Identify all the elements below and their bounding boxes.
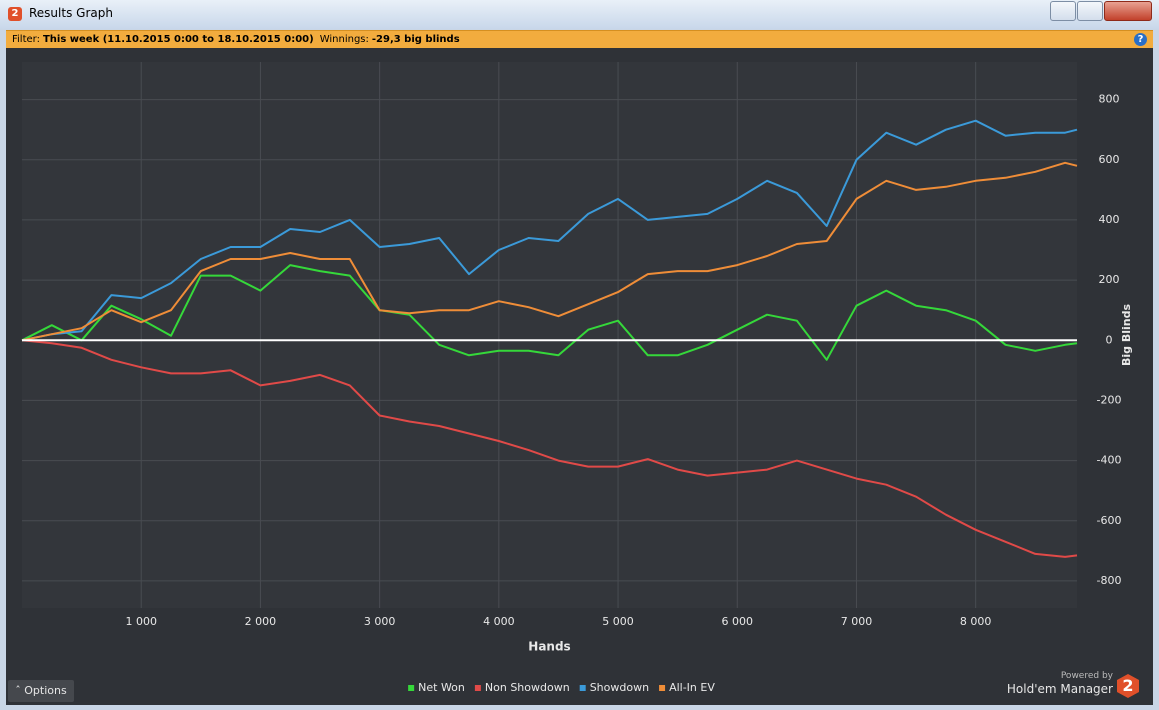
legend-swatch bbox=[408, 685, 415, 691]
window-title: Results Graph bbox=[29, 6, 113, 20]
legend: Net Won Non Showdown Showdown All-In EV bbox=[408, 681, 715, 694]
app-icon: 2 bbox=[8, 7, 22, 21]
x-tick-label: 6 000 bbox=[722, 615, 754, 628]
brand-logo: 2 bbox=[1117, 674, 1139, 698]
y-tick-label: 0 bbox=[1106, 333, 1113, 346]
minimize-button[interactable] bbox=[1050, 1, 1076, 21]
series-line bbox=[21, 264, 1078, 361]
options-button[interactable]: ˆ Options bbox=[8, 680, 74, 702]
y-axis-label: Big Blinds bbox=[1120, 304, 1133, 366]
x-tick-label: 4 000 bbox=[483, 615, 515, 628]
y-tick-label: 400 bbox=[1099, 213, 1120, 226]
legend-swatch bbox=[579, 685, 586, 691]
legend-label: Net Won bbox=[418, 681, 465, 694]
series-line bbox=[21, 339, 1078, 558]
winnings-label: Winnings: bbox=[319, 34, 369, 45]
legend-swatch bbox=[474, 685, 481, 691]
x-tick-label: 3 000 bbox=[364, 615, 396, 628]
x-tick-label: 2 000 bbox=[245, 615, 277, 628]
plot-area bbox=[22, 62, 1077, 608]
x-tick-label: 5 000 bbox=[602, 615, 634, 628]
legend-label: All-In EV bbox=[669, 681, 715, 694]
y-tick-label: -400 bbox=[1097, 454, 1122, 467]
series-line bbox=[21, 119, 1078, 342]
x-tick-label: 7 000 bbox=[841, 615, 873, 628]
y-tick-label: -600 bbox=[1097, 514, 1122, 527]
legend-label: Non Showdown bbox=[485, 681, 570, 694]
x-tick-label: 8 000 bbox=[960, 615, 992, 628]
powered-by: Powered by bbox=[1060, 671, 1113, 681]
filter-bar: Filter: This week (11.10.2015 0:00 to 18.… bbox=[6, 30, 1153, 48]
legend-swatch bbox=[659, 685, 666, 691]
maximize-button[interactable] bbox=[1077, 1, 1103, 21]
series-line bbox=[21, 161, 1078, 342]
legend-label: Showdown bbox=[590, 681, 649, 694]
help-button[interactable]: ? bbox=[1134, 33, 1147, 46]
x-tick-label: 1 000 bbox=[125, 615, 157, 628]
y-tick-label: -200 bbox=[1097, 393, 1122, 406]
title-bar: 2 Results Graph bbox=[0, 0, 1159, 29]
filter-label: Filter: bbox=[12, 34, 40, 45]
y-tick-label: 600 bbox=[1099, 153, 1120, 166]
x-axis-label: Hands bbox=[528, 640, 570, 654]
options-label: Options bbox=[24, 684, 67, 697]
y-tick-label: 200 bbox=[1099, 273, 1120, 286]
brand: Hold'em Manager bbox=[1006, 682, 1113, 696]
y-tick-label: -800 bbox=[1097, 574, 1122, 587]
close-button[interactable] bbox=[1104, 1, 1152, 21]
chart: -800 -600 -400 -200 0 200 400 600 800 1 000 2 000 3… bbox=[6, 48, 1153, 705]
filter-value: This week (11.10.2015 0:00 to 18.10.2015… bbox=[42, 34, 314, 45]
y-tick-label: 800 bbox=[1099, 93, 1120, 106]
winnings-value: -29,3 big blinds bbox=[371, 34, 460, 45]
